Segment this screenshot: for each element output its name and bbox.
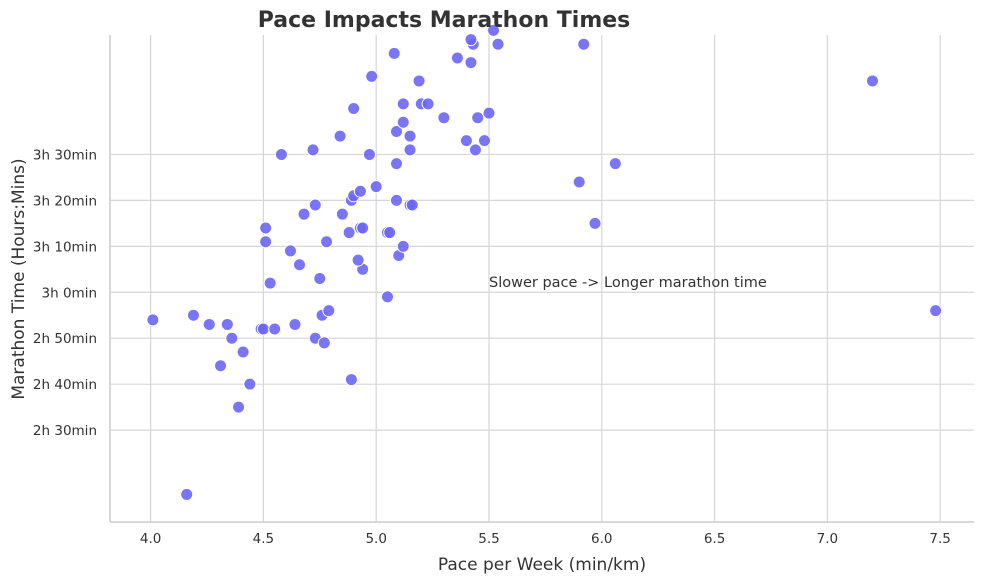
x-tick-label: 7.5 — [929, 531, 950, 547]
data-point — [464, 33, 478, 47]
data-point — [236, 345, 250, 359]
y-tick-label: 3h 0min — [42, 285, 97, 301]
x-tick-label: 4.5 — [253, 531, 274, 547]
data-point — [482, 106, 496, 120]
data-point — [186, 308, 200, 322]
x-tick-label: 5.0 — [365, 531, 386, 547]
data-point — [274, 147, 288, 161]
x-tick-label: 7.0 — [817, 531, 838, 547]
data-point — [333, 129, 347, 143]
data-point — [259, 235, 273, 249]
data-point — [403, 143, 417, 157]
data-point — [396, 239, 410, 253]
data-point — [865, 74, 879, 88]
x-axis-label: Pace per Week (min/km) — [438, 555, 646, 575]
data-point — [342, 226, 356, 240]
data-point — [288, 317, 302, 331]
data-point — [256, 322, 270, 336]
data-point — [389, 193, 403, 207]
annotation-text: Slower pace -> Longer marathon time — [489, 275, 767, 291]
data-point — [232, 400, 246, 414]
y-tick-label: 3h 30min — [33, 147, 97, 163]
data-point — [313, 272, 327, 285]
data-point — [412, 74, 426, 88]
y-tick-label: 3h 20min — [33, 193, 97, 209]
data-point — [608, 157, 622, 171]
chart-title: Pace Impacts Marathon Times — [258, 8, 631, 33]
data-point — [356, 221, 370, 235]
x-tick-label: 5.5 — [478, 531, 499, 547]
data-point — [383, 226, 397, 240]
data-point — [468, 143, 482, 157]
x-tick-label: 6.0 — [591, 531, 612, 547]
data-point — [297, 207, 311, 221]
y-tick-label: 2h 40min — [33, 377, 97, 393]
data-point — [437, 111, 451, 125]
data-point — [243, 377, 257, 391]
axes-spines — [109, 35, 974, 523]
data-points — [146, 23, 943, 501]
data-point — [464, 56, 478, 70]
y-tick-label: 3h 10min — [33, 239, 97, 255]
data-point — [572, 175, 586, 189]
x-tick-label: 6.5 — [704, 531, 725, 547]
data-point — [403, 129, 417, 143]
data-point — [459, 134, 473, 148]
data-point — [362, 147, 376, 161]
data-point — [180, 487, 194, 501]
data-point — [320, 235, 334, 249]
data-point — [268, 322, 282, 336]
data-point — [335, 207, 349, 221]
data-point — [588, 216, 602, 230]
data-point — [292, 258, 306, 272]
y-axis-label: Marathon Time (Hours:Mins) — [9, 158, 29, 399]
data-point — [396, 97, 410, 111]
data-point — [351, 253, 365, 267]
data-point — [344, 373, 358, 387]
data-point — [929, 304, 943, 318]
data-point — [389, 124, 403, 138]
data-point — [477, 134, 491, 148]
data-point — [214, 359, 228, 373]
data-point — [283, 244, 297, 258]
data-point — [369, 180, 383, 194]
data-point — [263, 276, 277, 290]
data-point — [387, 46, 401, 60]
x-tick-label: 4.0 — [140, 531, 161, 547]
data-point — [202, 317, 216, 331]
data-point — [491, 37, 505, 51]
data-point — [405, 198, 419, 212]
data-point — [421, 97, 435, 111]
data-point — [347, 102, 361, 116]
data-point — [259, 221, 273, 235]
data-point — [317, 336, 331, 350]
data-point — [471, 111, 485, 125]
data-point — [577, 37, 591, 51]
data-point — [146, 313, 160, 327]
data-point — [353, 184, 367, 198]
data-point — [450, 51, 464, 65]
data-point — [308, 198, 322, 212]
data-point — [486, 23, 500, 37]
y-tick-label: 2h 30min — [33, 423, 97, 439]
data-point — [322, 304, 336, 318]
tick-labels: 4.0 4.5 5.0 5.5 6.0 6.5 7.0 7.5 2h 30min 2h 40min… — [33, 147, 951, 547]
data-point — [396, 115, 410, 129]
data-point — [389, 157, 403, 171]
data-point — [365, 69, 379, 83]
data-point — [220, 317, 234, 331]
data-point — [225, 331, 239, 345]
y-tick-label: 2h 50min — [33, 331, 97, 347]
data-point — [306, 143, 320, 157]
data-point — [380, 290, 394, 304]
grid — [110, 35, 974, 522]
